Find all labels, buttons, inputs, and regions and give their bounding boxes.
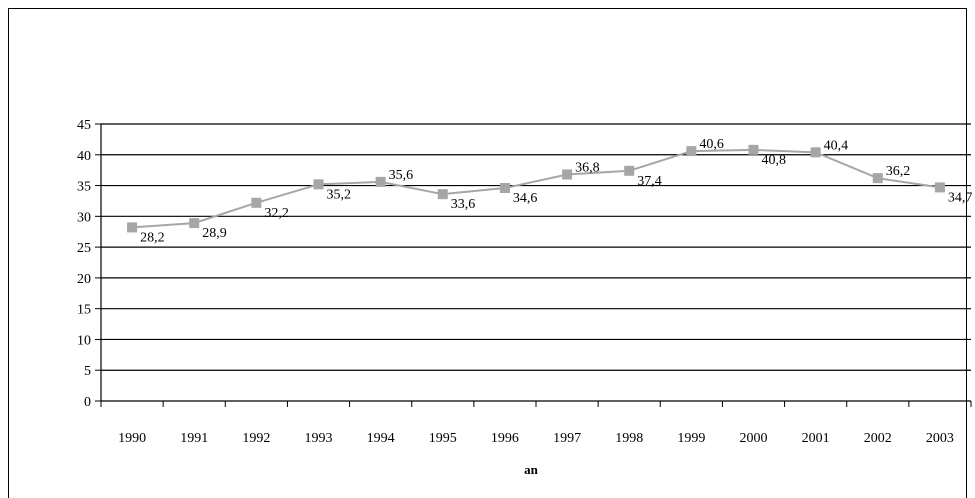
x-tick-label: 1994 <box>367 431 395 446</box>
x-tick-label: 1991 <box>180 431 208 446</box>
series-markers <box>127 144 945 233</box>
axes <box>100 124 971 402</box>
y-tick-label: 35 <box>77 180 91 195</box>
y-tick-label: 25 <box>77 241 91 256</box>
data-labels: 28,2 28,9 32,2 35,2 35,6 33,6 34,6 36,8 37,4 40,6… <box>140 137 972 245</box>
data-point <box>562 169 573 180</box>
data-label: 35,2 <box>327 187 352 202</box>
data-point <box>624 165 635 176</box>
data-label: 36,8 <box>575 160 600 175</box>
data-label: 28,9 <box>202 226 227 241</box>
chart-frame <box>8 8 967 498</box>
data-point <box>686 146 697 157</box>
data-label: 37,4 <box>637 174 662 189</box>
data-point <box>251 197 262 208</box>
data-point <box>437 189 448 200</box>
data-point <box>748 144 759 155</box>
data-label: 28,2 <box>140 230 165 245</box>
x-tick-label: 2002 <box>864 431 892 446</box>
data-label: 33,6 <box>451 197 476 212</box>
data-point <box>872 173 883 184</box>
data-label: 34,6 <box>513 191 538 206</box>
x-tick-label: 1999 <box>677 431 705 446</box>
y-tick-label: 20 <box>77 272 91 287</box>
x-tick-label: 2003 <box>926 431 954 446</box>
y-tick-label: 0 <box>84 395 91 410</box>
y-tick-label: 40 <box>77 149 91 164</box>
y-tick-label: 45 <box>77 118 91 133</box>
data-label: 35,6 <box>389 168 414 183</box>
x-tick-label: 1992 <box>242 431 270 446</box>
y-tick-label: 15 <box>77 303 91 318</box>
data-label: 34,7 <box>948 190 973 205</box>
data-label: 32,2 <box>264 206 289 221</box>
y-tick-label: 30 <box>77 210 91 225</box>
x-tick-label: 2001 <box>802 431 830 446</box>
series-line <box>132 148 941 229</box>
x-tick-label: 1993 <box>305 431 333 446</box>
series-line-0 <box>132 148 941 229</box>
data-point <box>499 183 510 194</box>
data-label: 40,4 <box>824 138 849 153</box>
data-point <box>127 222 138 233</box>
data-point <box>313 179 324 190</box>
data-label: 36,2 <box>886 164 911 179</box>
x-axis-ticks: 1990 1991 1992 1993 1994 1995 1996 1997 1998 1999… <box>100 401 972 446</box>
data-point <box>189 218 200 229</box>
y-axis-ticks: 0 5 10 15 20 25 30 35 40 45 <box>77 118 101 410</box>
x-tick-label: 2000 <box>740 431 768 446</box>
data-point <box>934 182 945 193</box>
data-point <box>375 176 386 187</box>
data-label: 40,8 <box>762 153 787 168</box>
data-point <box>810 147 821 158</box>
x-axis-label: an <box>524 462 539 477</box>
y-tick-label: 10 <box>77 333 91 348</box>
x-tick-label: 1996 <box>491 431 519 446</box>
y-tick-label: 5 <box>84 364 91 379</box>
x-tick-label: 1998 <box>615 431 643 446</box>
x-tick-label: 1995 <box>429 431 457 446</box>
gridlines <box>101 123 971 371</box>
x-tick-label: 1997 <box>553 431 581 446</box>
x-tick-label: 1990 <box>118 431 146 446</box>
data-label: 40,6 <box>699 137 724 152</box>
